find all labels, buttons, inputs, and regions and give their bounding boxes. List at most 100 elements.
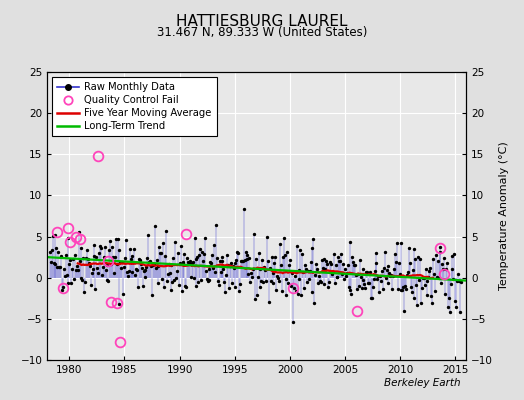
Point: [333, 274, 342, 281]
Point: [293, 291, 302, 298]
Point: [401, 282, 409, 289]
Point: [282, 276, 291, 282]
Point: [103, 276, 112, 283]
Point: [347, 290, 356, 297]
Point: [312, 260, 320, 267]
Point: [223, 252, 231, 258]
Point: [268, 280, 277, 286]
Point: [391, 251, 399, 257]
Legend: Raw Monthly Data, Quality Control Fail, Five Year Moving Average, Long-Term Tren: Raw Monthly Data, Quality Control Fail, …: [52, 77, 216, 136]
Point: [384, 262, 392, 269]
Point: [214, 278, 222, 285]
Point: [159, 240, 167, 246]
Point: [301, 262, 309, 268]
Point: [138, 265, 146, 271]
Point: [157, 250, 166, 256]
Point: [380, 265, 388, 272]
Point: [241, 257, 249, 264]
Point: [384, 280, 392, 286]
Point: [59, 284, 67, 290]
Point: [90, 253, 99, 260]
Point: [56, 264, 64, 271]
Point: [231, 284, 239, 290]
Point: [305, 268, 314, 274]
Point: [215, 257, 224, 264]
Point: [67, 280, 75, 286]
Point: [404, 269, 412, 275]
Point: [58, 287, 66, 293]
Point: [291, 273, 299, 279]
Point: [383, 267, 391, 273]
Point: [46, 249, 54, 255]
Point: [238, 258, 247, 264]
Point: [242, 248, 250, 255]
Point: [158, 276, 166, 283]
Point: [367, 295, 375, 302]
Point: [313, 265, 321, 272]
Point: [444, 304, 452, 310]
Point: [314, 280, 322, 286]
Point: [77, 245, 85, 252]
Point: [179, 259, 188, 266]
Point: [381, 275, 390, 281]
Point: [238, 258, 246, 264]
Point: [165, 261, 173, 267]
Point: [299, 269, 308, 275]
Point: [395, 260, 403, 267]
Point: [75, 258, 84, 264]
Point: [364, 280, 372, 287]
Point: [442, 266, 450, 272]
Point: [139, 268, 148, 274]
Point: [274, 275, 282, 282]
Point: [205, 266, 214, 272]
Point: [440, 255, 449, 261]
Point: [368, 284, 377, 290]
Point: [213, 255, 221, 261]
Point: [222, 272, 231, 279]
Point: [80, 289, 89, 295]
Point: [315, 278, 324, 284]
Point: [332, 274, 341, 280]
Point: [454, 271, 462, 277]
Point: [190, 234, 199, 241]
Point: [232, 257, 241, 263]
Point: [380, 249, 389, 256]
Point: [84, 256, 92, 262]
Point: [258, 256, 267, 263]
Point: [344, 284, 353, 290]
Point: [453, 278, 461, 284]
Point: [190, 275, 198, 281]
Point: [243, 256, 252, 262]
Point: [171, 238, 179, 245]
Point: [430, 270, 438, 277]
Point: [290, 285, 298, 291]
Point: [297, 292, 305, 298]
Point: [94, 270, 102, 276]
Point: [331, 262, 340, 268]
Point: [182, 284, 190, 290]
Point: [135, 256, 143, 263]
Point: [255, 266, 264, 272]
Point: [295, 267, 303, 273]
Point: [208, 252, 216, 258]
Point: [351, 262, 359, 268]
Point: [250, 296, 259, 302]
Point: [91, 286, 100, 293]
Point: [99, 264, 107, 270]
Point: [187, 274, 195, 280]
Point: [54, 248, 62, 255]
Point: [101, 267, 110, 273]
Point: [399, 284, 408, 290]
Point: [206, 259, 215, 266]
Point: [68, 266, 77, 272]
Point: [61, 273, 69, 279]
Point: [379, 286, 387, 292]
Point: [267, 278, 275, 284]
Point: [66, 256, 74, 263]
Point: [325, 279, 333, 286]
Point: [119, 291, 127, 298]
Point: [392, 240, 401, 246]
Point: [186, 258, 194, 264]
Point: [243, 251, 251, 258]
Point: [411, 256, 420, 263]
